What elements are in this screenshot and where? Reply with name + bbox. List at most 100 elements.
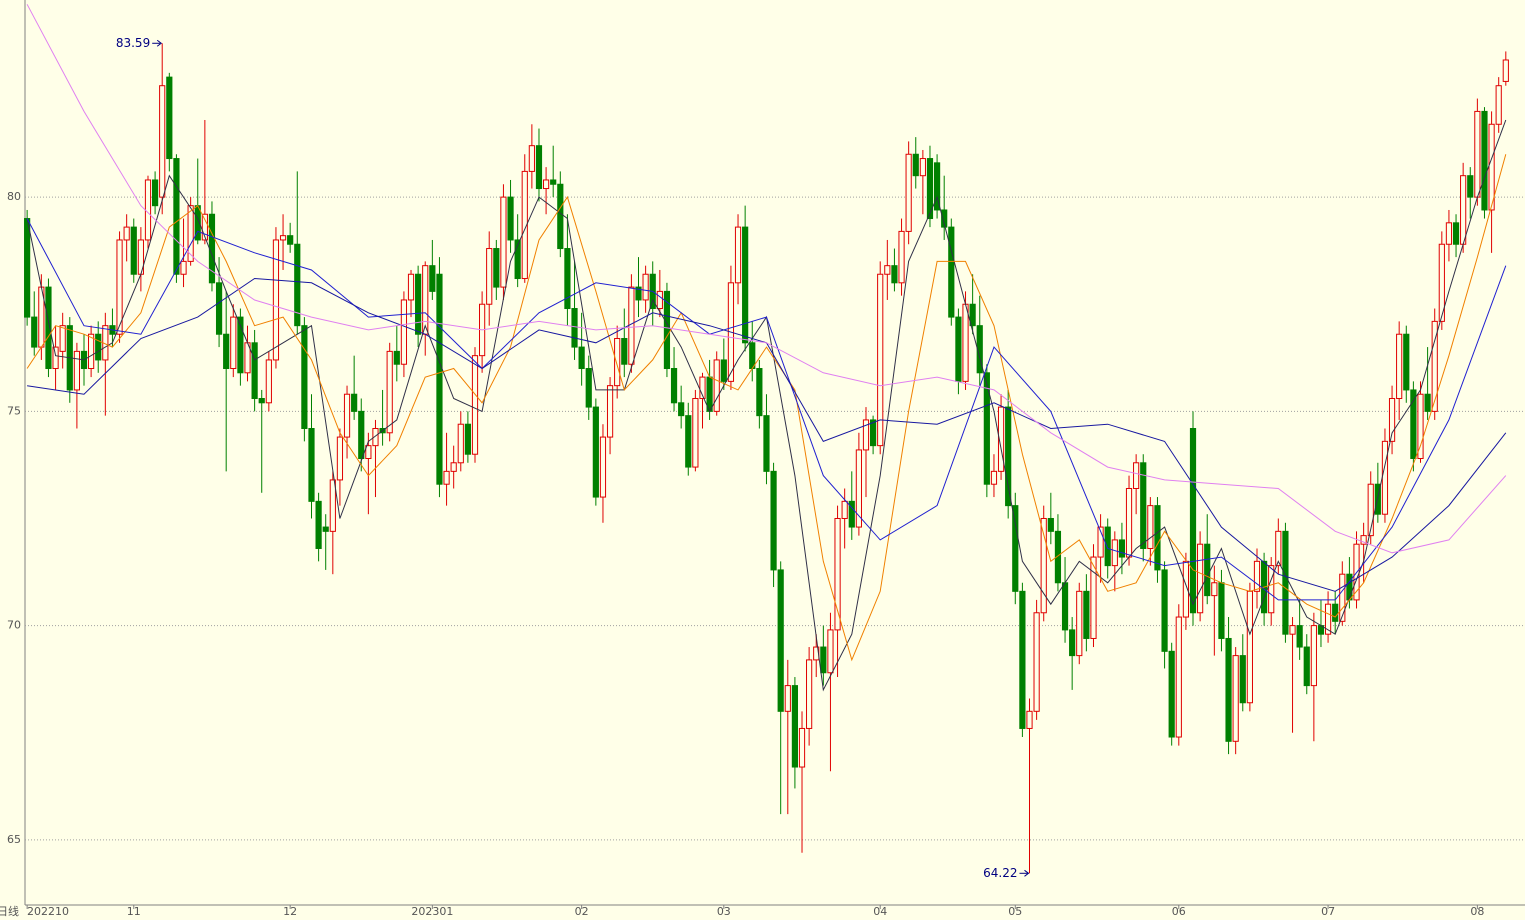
candle-body xyxy=(642,273,649,301)
candle-body xyxy=(358,410,365,459)
candle-body xyxy=(422,265,429,335)
candle-body xyxy=(151,179,159,207)
candle-body xyxy=(400,299,408,365)
moving-average-line xyxy=(26,4,1507,554)
x-tick-label: 11 xyxy=(127,905,141,918)
candle-body xyxy=(1125,487,1133,558)
candle-body xyxy=(969,303,976,327)
candle-body xyxy=(1253,560,1261,592)
candle-body xyxy=(500,196,507,288)
candle-body xyxy=(1239,655,1246,704)
candle-body xyxy=(535,145,543,190)
candle-body xyxy=(891,265,898,284)
candle-body xyxy=(1033,612,1040,712)
candle-body xyxy=(521,170,528,280)
candle-body xyxy=(372,428,379,447)
candle-body xyxy=(699,376,706,400)
candle-body xyxy=(542,179,550,190)
candle-body xyxy=(848,500,855,528)
x-tick-label: 02 xyxy=(575,905,589,918)
candle-body xyxy=(742,226,749,344)
candle-body xyxy=(663,290,671,370)
candle-body xyxy=(1310,625,1317,687)
x-tick-label: 03 xyxy=(717,905,731,918)
candle-body xyxy=(777,569,784,712)
candle-body xyxy=(635,286,642,301)
candle-body xyxy=(486,248,493,305)
candle-body xyxy=(443,470,450,485)
x-tick-label: 07 xyxy=(1321,905,1335,918)
candle-body xyxy=(1502,59,1509,82)
candle-body xyxy=(933,162,941,211)
annotation-arrowhead xyxy=(156,39,163,47)
candle-body xyxy=(571,308,578,348)
candle-body xyxy=(294,243,301,327)
x-tick-label: 202301 xyxy=(411,905,453,918)
x-tick-label: 12 xyxy=(283,905,297,918)
candle-body xyxy=(1182,560,1190,618)
candle-body xyxy=(1218,582,1225,639)
candle-body xyxy=(1161,569,1168,652)
candle-body xyxy=(73,350,80,391)
candle-body xyxy=(1154,505,1161,571)
candle-body xyxy=(329,479,336,532)
candle-body xyxy=(1168,650,1175,738)
candle-body xyxy=(564,248,571,310)
candle-body xyxy=(884,265,891,275)
y-tick-label: 65 xyxy=(7,833,21,846)
candle-body xyxy=(1460,175,1467,245)
moving-average-line xyxy=(26,218,1507,601)
candle-body xyxy=(1118,539,1126,558)
candle-body xyxy=(734,226,742,284)
candle-body xyxy=(962,303,969,382)
candle-body xyxy=(1481,110,1488,211)
candle-body xyxy=(1445,222,1453,245)
candle-body xyxy=(1175,616,1182,738)
candle-body xyxy=(1403,333,1410,391)
candle-body xyxy=(1488,123,1495,211)
candle-body xyxy=(1360,535,1367,545)
candle-body xyxy=(95,333,102,361)
candle-body xyxy=(621,338,628,365)
candle-body xyxy=(599,436,607,498)
candle-body xyxy=(1204,543,1211,597)
candle-body xyxy=(52,346,59,370)
candle-body xyxy=(948,226,955,318)
candle-body xyxy=(1140,462,1147,549)
candle-body xyxy=(1388,398,1396,442)
candle-body xyxy=(1417,393,1424,459)
candle-body xyxy=(415,273,422,335)
candle-body xyxy=(1133,462,1140,489)
candle-body xyxy=(230,316,237,370)
candle-body xyxy=(393,350,400,365)
candle-body xyxy=(59,325,66,352)
candle-body xyxy=(1076,590,1083,657)
candle-body xyxy=(926,158,934,220)
candle-body xyxy=(272,239,280,361)
candle-body xyxy=(1367,483,1374,537)
candle-body xyxy=(1232,655,1239,742)
x-tick-label: 202210 xyxy=(27,905,69,918)
candle-body xyxy=(1303,646,1310,687)
candle-body xyxy=(990,470,998,485)
candle-body xyxy=(763,415,770,472)
candle-body xyxy=(756,368,763,417)
candle-body xyxy=(1225,637,1232,742)
candle-body xyxy=(1424,393,1431,412)
candle-body xyxy=(791,685,799,768)
candle-body xyxy=(116,239,123,335)
candle-body xyxy=(336,436,344,481)
candle-body xyxy=(1104,526,1111,567)
candle-body xyxy=(24,218,31,318)
candle-body xyxy=(905,153,912,232)
candle-body xyxy=(628,286,635,365)
candle-body xyxy=(1289,625,1296,635)
candle-body xyxy=(493,248,500,288)
y-tick-label: 75 xyxy=(7,404,21,417)
y-tick-label: 80 xyxy=(7,190,21,203)
candle-body xyxy=(322,526,329,532)
candle-body xyxy=(166,76,173,160)
candle-body xyxy=(1005,406,1012,507)
candle-body xyxy=(1324,603,1332,635)
